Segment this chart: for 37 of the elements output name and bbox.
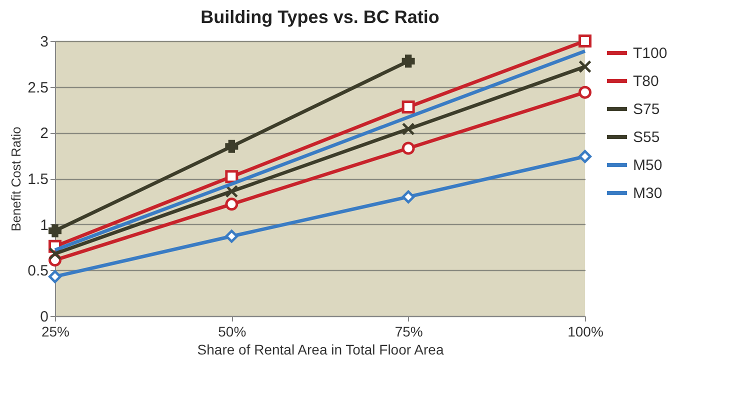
y-tick-label: 2.5 [28,79,48,96]
x-tick-label: 75% [394,324,423,340]
x-tick-label: 100% [568,324,604,340]
point [578,34,592,48]
point [402,142,415,155]
point [578,86,592,99]
point [48,247,62,260]
legend-label: T100 [633,45,668,62]
chart-title: Building Types vs. BC Ratio [200,6,440,27]
y-axis-title: Benefit Cost Ratio [8,126,24,232]
point [48,270,62,284]
point [578,60,592,74]
y-tick-label: 3 [40,34,48,50]
y-tick-label: 0.5 [28,262,48,280]
point [225,230,238,243]
point [402,54,415,68]
legend-label: S55 [633,129,660,146]
x-axis-title: Share of Rental Area in Total Floor Area [197,342,444,358]
point [402,100,415,114]
point [225,140,238,153]
y-tick-label: 2 [40,125,48,142]
y-tick-label: 1.5 [28,171,48,188]
legend-label: S75 [633,101,660,118]
x-tick-label: 50% [218,324,246,340]
point [225,198,238,211]
point [48,224,62,238]
point [402,190,415,204]
y-tick-label: 1 [40,216,48,234]
y-tick-label: 0 [40,308,48,326]
legend-label: M30 [633,185,662,202]
point [578,150,592,163]
point [402,122,415,136]
point [225,184,238,198]
legend-label: T80 [633,73,659,90]
legend-label: M50 [633,157,662,174]
point [225,170,238,184]
x-tick-label: 25% [41,324,70,340]
